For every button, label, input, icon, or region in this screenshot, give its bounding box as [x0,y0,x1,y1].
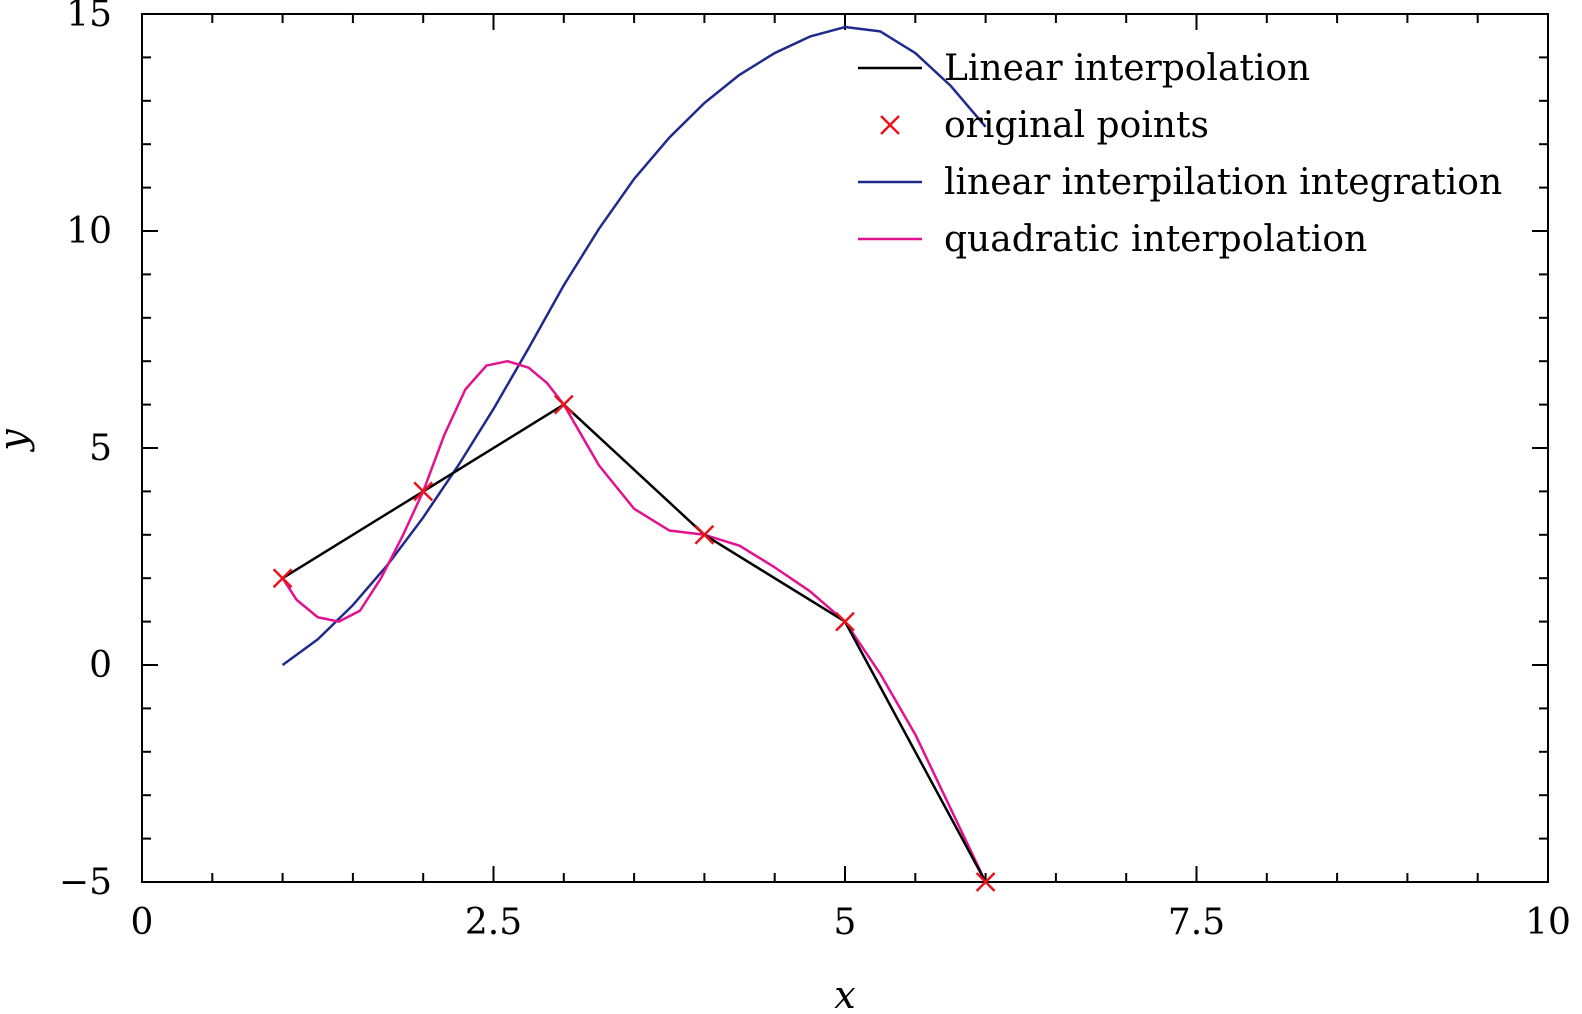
data-point-marker [272,568,293,589]
series-line [281,359,987,882]
series-line [281,25,987,667]
legend-item: linear interpilation integration [858,162,1502,203]
data-point-marker [413,481,434,502]
x-tick-label: 10 [1525,902,1571,943]
legend: Linear interpolation original points linea… [858,48,1502,260]
legend-swatch [880,115,900,135]
y-tick-label: 15 [66,0,112,35]
legend-label: Linear interpolation [944,48,1310,89]
plot-frame [141,13,1549,883]
x-tick-label: 2.5 [465,902,522,943]
data-point-marker [975,872,996,892]
tick-labels: 0 2.5 5 7.5 10 −5 0 5 10 15 [59,0,1571,943]
x-tick-label: 0 [131,902,154,943]
legend-label: linear interpilation integration [944,162,1502,203]
axis-ticks [142,14,1548,882]
legend-label: original points [944,105,1209,146]
x-tick-label: 5 [834,902,857,943]
data-point-marker [553,394,574,415]
legend-item: quadratic interpolation [858,219,1367,260]
series-line [281,403,987,882]
y-tick-label: 10 [66,211,112,252]
y-tick-label: −5 [59,862,112,903]
legend-label: quadratic interpolation [944,219,1367,260]
legend-item: original points [880,105,1209,146]
series-layer [272,25,996,892]
data-point-marker [694,524,715,545]
plot-area [141,13,1549,892]
x-axis-label: x [834,973,855,1014]
data-point-marker [835,611,855,632]
y-tick-label: 5 [89,428,112,469]
x-tick-label: 7.5 [1168,902,1225,943]
y-axis-label: y [0,429,35,453]
y-tick-label: 0 [89,645,112,686]
legend-item: Linear interpolation [858,48,1310,89]
